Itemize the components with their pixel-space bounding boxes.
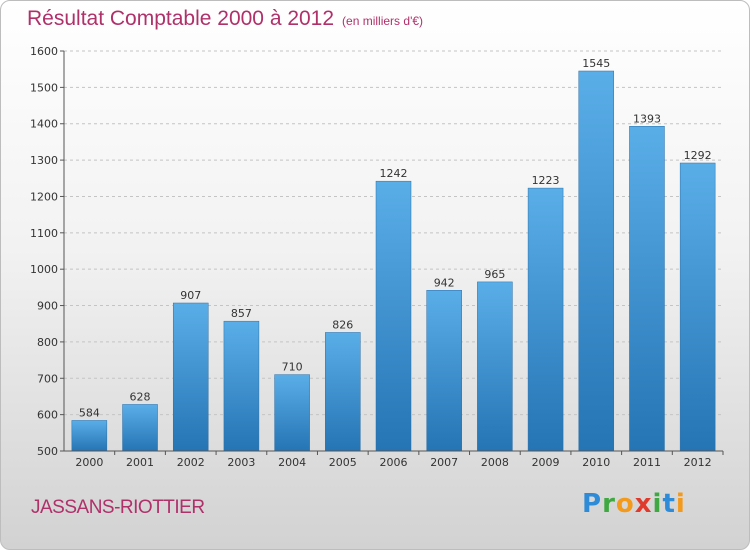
data-label-2010: 1545 — [582, 57, 610, 70]
bar-2003 — [223, 320, 260, 452]
data-label-2012: 1292 — [684, 149, 712, 162]
x-tick-label-2011: 2011 — [633, 456, 661, 469]
x-tick-label-2001: 2001 — [126, 456, 154, 469]
bars-group — [71, 70, 716, 452]
data-label-2003: 857 — [231, 307, 252, 320]
y-axis-ticks: 500 600 700 800 900 1000 1100 1200 1300 1400 1500 1… — [30, 45, 64, 458]
x-tick-label-2010: 2010 — [582, 456, 610, 469]
logo-letter: P — [582, 489, 603, 519]
x-tick-label-2006: 2006 — [380, 456, 408, 469]
bar-2012 — [679, 162, 716, 452]
data-label-2006: 1242 — [380, 167, 408, 180]
x-tick-label-2009: 2009 — [532, 456, 560, 469]
bar-2009 — [527, 187, 564, 452]
y-tick-label: 1100 — [30, 227, 58, 240]
x-tick-label-2004: 2004 — [278, 456, 306, 469]
x-tick-label-2000: 2000 — [75, 456, 103, 469]
bar-2011 — [629, 126, 665, 452]
logo-letter: o — [615, 489, 635, 519]
x-axis-ticks: 2000 2001 2002 2003 2004 2005 2006 2007 2008 2009… — [75, 451, 724, 469]
bar-2007 — [426, 290, 462, 452]
logo-letter: x — [634, 489, 653, 519]
data-label-2002: 907 — [180, 289, 201, 302]
proxiti-logo: Proxiti — [582, 489, 686, 519]
bar-2004 — [274, 374, 310, 452]
data-label-2004: 710 — [282, 361, 303, 374]
data-label-2007: 942 — [434, 276, 455, 289]
x-tick-label-2003: 2003 — [227, 456, 255, 469]
logo-letter: r — [602, 489, 616, 519]
logo-letter: i — [652, 489, 663, 519]
chart-title-text: Résultat Comptable 2000 à 2012 — [27, 7, 335, 30]
axes-group — [63, 51, 723, 452]
data-label-2011: 1393 — [633, 112, 661, 125]
y-tick-label: 700 — [37, 372, 58, 385]
bar-2006 — [375, 180, 412, 452]
y-tick-label: 1000 — [30, 263, 58, 276]
data-label-2001: 628 — [130, 390, 151, 403]
x-tick-label-2008: 2008 — [481, 456, 509, 469]
bar-2001 — [122, 404, 158, 452]
x-tick-label-2002: 2002 — [177, 456, 205, 469]
x-tick-label-2005: 2005 — [329, 456, 357, 469]
data-label-2000: 584 — [79, 406, 100, 419]
place-name: JASSANS-RIOTTIER — [31, 497, 205, 518]
data-labels: 584 628 907 857 710 826 1242 942 965 1223 1545 1393… — [79, 57, 712, 419]
y-tick-label: 900 — [37, 300, 58, 313]
x-tick-label-2012: 2012 — [684, 456, 712, 469]
logo-letter: i — [675, 489, 686, 519]
y-tick-label: 1400 — [30, 118, 58, 131]
y-tick-label: 500 — [37, 445, 58, 458]
x-tick-label-2007: 2007 — [430, 456, 458, 469]
data-label-2009: 1223 — [532, 174, 560, 187]
y-tick-label: 1200 — [30, 190, 58, 203]
y-tick-label: 600 — [37, 409, 58, 422]
bar-2000 — [71, 420, 108, 452]
chart-title: Résultat Comptable 2000 à 2012 (en millie… — [27, 7, 423, 31]
y-tick-label: 1300 — [30, 154, 58, 167]
bar-2010 — [578, 70, 615, 452]
chart-subtitle: (en milliers d'€) — [342, 14, 424, 28]
bar-2008 — [477, 281, 513, 452]
data-label-2008: 965 — [484, 268, 505, 281]
data-label-2005: 826 — [332, 318, 353, 331]
y-tick-label: 800 — [37, 336, 58, 349]
bar-2002 — [172, 302, 209, 452]
logo-letter: t — [662, 489, 676, 519]
bar-2005 — [325, 332, 361, 452]
y-tick-label: 1500 — [30, 81, 58, 94]
y-tick-label: 1600 — [30, 45, 58, 58]
